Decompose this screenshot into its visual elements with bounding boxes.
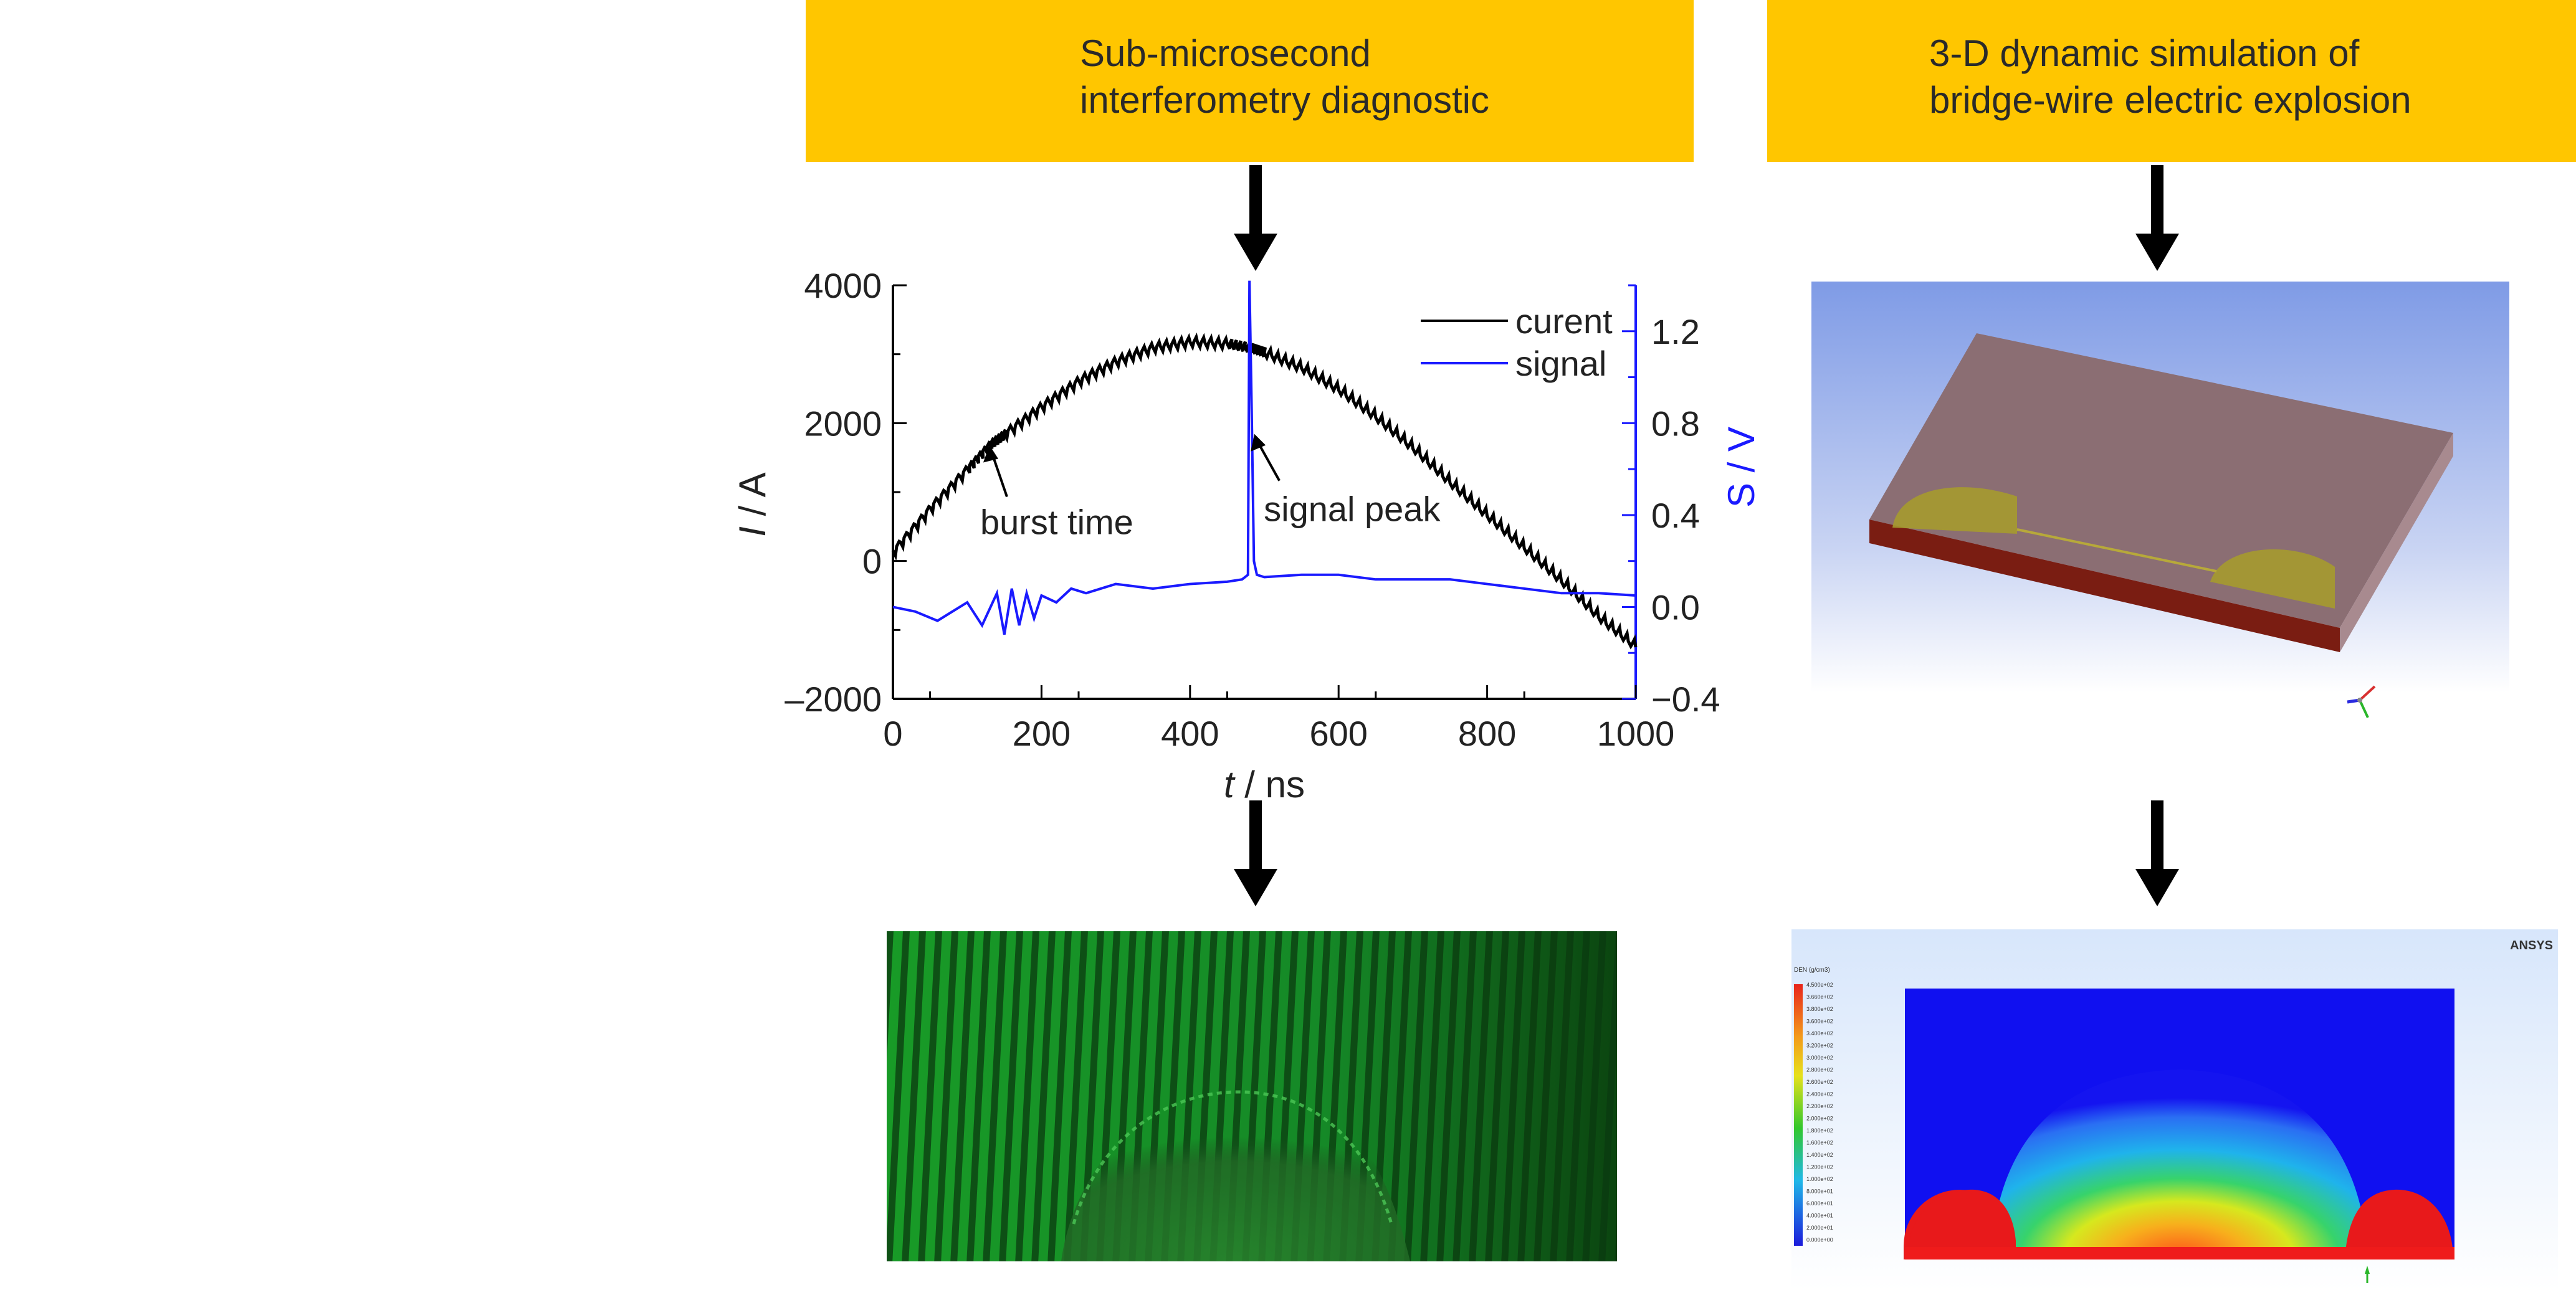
simulation-density-map: DEN (g/cm3) 4.500e+02 3.660e+02 3.800e+02 3… <box>1791 929 2558 1291</box>
scale-value-label: 6.000e+01 <box>1806 1200 1833 1207</box>
annotation-arrowhead-burst <box>983 445 998 463</box>
x-axis-label-unit: / ns <box>1234 764 1305 805</box>
scale-value-label: 3.000e+02 <box>1806 1055 1833 1061</box>
ansys-logo: ANSYS <box>2510 939 2553 952</box>
chart-axes <box>892 284 1637 700</box>
y-left-tick-label: 0 <box>862 542 882 581</box>
y-left-tick-label: 4000 <box>804 266 882 305</box>
header-left-line-2: interferometry diagnostic <box>1080 79 1489 121</box>
bridge-wire-3d-model <box>1811 282 2509 718</box>
x-axis-label: t / ns <box>1224 764 1305 805</box>
x-tick-label: 400 <box>1161 714 1219 753</box>
y-right-tick-label: 0.4 <box>1651 496 1700 535</box>
header-interferometry: Sub-microsecond interferometry diagnosti… <box>806 0 1694 162</box>
y-left-axis-label: I / A <box>732 472 773 536</box>
annotation-burst-time: burst time <box>980 503 1133 542</box>
y-left-axis-label-unit: / A <box>732 472 773 526</box>
scale-value-label: 4.000e+01 <box>1806 1213 1833 1219</box>
y-left-tick-label: 2000 <box>804 404 882 443</box>
axis-triad-icon <box>2347 685 2376 718</box>
scale-value-label: 3.660e+02 <box>1806 994 1833 1000</box>
color-scale-bar <box>1794 984 1803 1246</box>
x-axis-label-symbol: t <box>1224 764 1236 805</box>
chart-series <box>891 280 1638 650</box>
legend-title: DEN (g/cm3) <box>1794 967 1830 974</box>
scale-value-label: 1.600e+02 <box>1806 1140 1833 1146</box>
scale-value-label: 3.600e+02 <box>1806 1018 1833 1025</box>
annotation-arrow-peak <box>1257 442 1281 481</box>
x-tick-label: 1000 <box>1597 714 1675 753</box>
header-right-line-1: 3-D dynamic simulation of <box>1929 32 2360 74</box>
annotation-arrowhead-peak <box>1251 434 1266 452</box>
chart-labels: 0 200 400 600 800 1000400020000–20001.20.80.4… <box>732 266 1762 805</box>
scale-value-label: 4.500e+02 <box>1806 982 1833 988</box>
annotation-arrow-burst <box>991 452 1008 498</box>
y-right-tick-label: −0.4 <box>1651 680 1720 719</box>
arrow-down-icon <box>1234 165 1277 271</box>
x-tick-label: 600 <box>1309 714 1367 753</box>
header-right-line-2: bridge-wire electric explosion <box>1929 79 2411 121</box>
color-scale-values: 4.500e+02 3.660e+02 3.800e+02 3.600e+02 3.40… <box>1806 982 1833 1243</box>
series-signal-line <box>892 280 1636 635</box>
scale-value-label: 2.200e+02 <box>1806 1103 1833 1109</box>
annotation-signal-peak: signal peak <box>1264 490 1441 529</box>
y-right-tick-label: 0.0 <box>1651 587 1700 627</box>
scale-value-label: 2.000e+02 <box>1806 1116 1833 1122</box>
x-tick-label: 800 <box>1458 714 1516 753</box>
y-right-axis-label: S / V <box>1720 427 1762 508</box>
scale-value-label: 1.000e+02 <box>1806 1176 1833 1182</box>
scale-value-label: 3.800e+02 <box>1806 1006 1833 1012</box>
y-right-tick-label: 0.8 <box>1651 404 1700 443</box>
header-simulation: 3-D dynamic simulation of bridge-wire el… <box>1767 0 2576 162</box>
arrow-down-icon <box>2135 800 2179 906</box>
scale-value-label: 3.400e+02 <box>1806 1030 1833 1036</box>
header-left-line-1: Sub-microsecond <box>1080 32 1371 74</box>
scale-value-label: 1.800e+02 <box>1806 1127 1833 1134</box>
x-tick-label: 200 <box>1013 714 1071 753</box>
y-left-axis-label-symbol: I <box>732 526 773 537</box>
scale-value-label: 1.200e+02 <box>1806 1164 1833 1170</box>
arrow-down-icon <box>2135 165 2179 271</box>
scale-value-label: 2.400e+02 <box>1806 1091 1833 1098</box>
scale-value-label: 2.600e+02 <box>1806 1079 1833 1085</box>
scale-value-label: 2.000e+01 <box>1806 1225 1833 1231</box>
scale-value-label: 3.200e+02 <box>1806 1043 1833 1049</box>
legend-label-signal: signal <box>1515 344 1606 383</box>
legend-label-current: curent <box>1515 301 1613 341</box>
y-right-tick-label: 1.2 <box>1651 312 1700 351</box>
x-tick-label: 0 <box>883 714 902 753</box>
scale-value-label: 8.000e+01 <box>1806 1188 1833 1195</box>
scale-value-label: 0.000e+00 <box>1806 1237 1833 1243</box>
scale-value-label: 2.800e+02 <box>1806 1067 1833 1073</box>
y-left-tick-label: –2000 <box>785 680 882 719</box>
axis-marker-icon <box>2365 1266 2370 1274</box>
interferogram-image <box>887 931 1617 1261</box>
arrow-down-icon <box>1234 800 1277 906</box>
scale-value-label: 1.400e+02 <box>1806 1152 1833 1158</box>
